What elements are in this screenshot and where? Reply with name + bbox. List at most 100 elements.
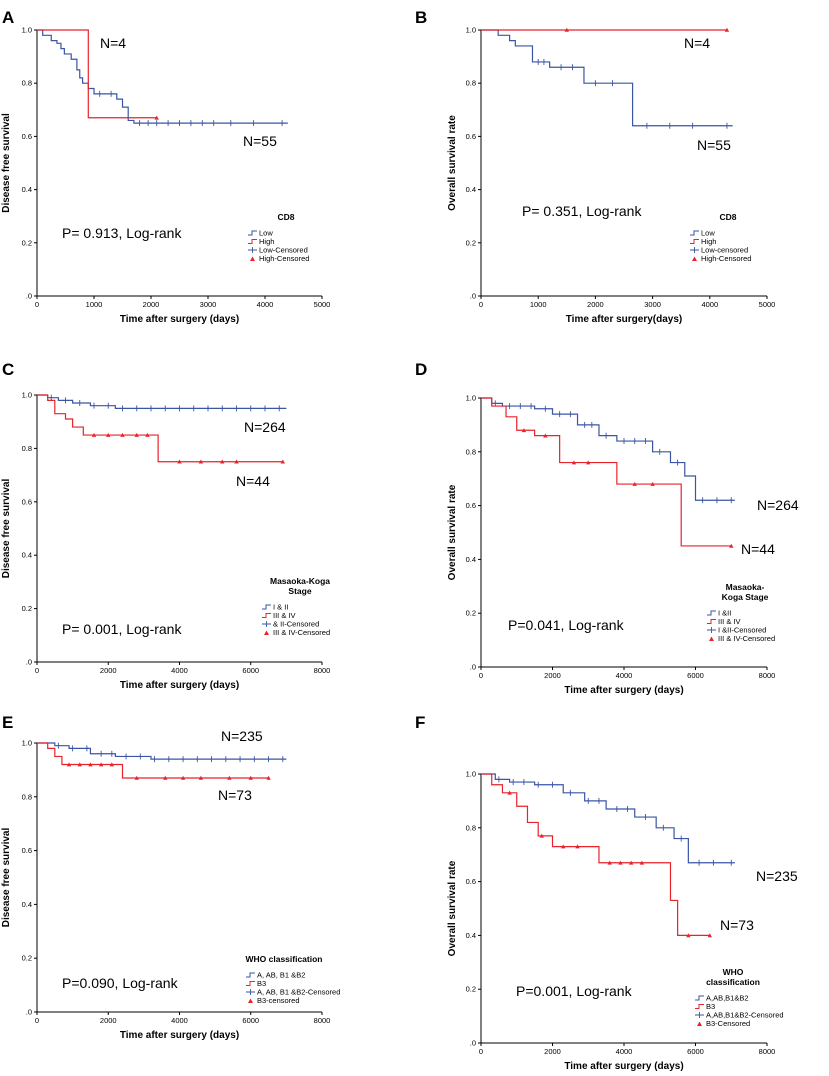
y-tick-label: 0.6	[466, 501, 476, 510]
y-tick-label: .0	[26, 292, 32, 301]
high-censor-marker	[109, 762, 115, 767]
y-tick-label: 0.2	[22, 954, 32, 963]
x-tick-label: 5000	[759, 300, 776, 309]
x-axis-label: Time after surgery(days)	[566, 314, 683, 325]
panel-label: D	[415, 360, 427, 379]
high-group-survival-curve	[37, 29, 157, 119]
legend-entry-label: III & IV-Censored	[718, 634, 775, 643]
y-tick-label: .0	[470, 292, 476, 301]
x-tick-label: 4000	[616, 671, 633, 680]
y-tick-label: 0.2	[22, 604, 32, 613]
y-tick-label: 0.4	[466, 185, 476, 194]
y-tick-label: 1.0	[22, 739, 32, 748]
panel-f: F .0 0.2 0.4 0.6 0.8 1.0 0 2000 4000 6000 8000 Time …	[415, 713, 798, 1072]
y-tick-label: 0.8	[22, 792, 32, 801]
x-tick-label: 0	[35, 300, 39, 309]
high-censor-marker	[163, 775, 168, 780]
legend-entry-label: High	[259, 237, 274, 246]
low-group-survival-curve	[37, 394, 287, 409]
panel-e: E .0 0.2 0.4 0.6 0.8 1.0 0 2000 4000 6000 8000 Time …	[1, 713, 340, 1041]
high-censor-marker	[134, 432, 139, 437]
legend-title: Masaoka-Koga	[270, 576, 330, 586]
high-censor-marker	[134, 775, 139, 780]
legend-entry-label: & II-Censored	[273, 620, 319, 629]
high-censor-marker	[729, 543, 734, 548]
p-value-label: P=0.041, Log-rank	[508, 617, 625, 633]
legend-line-icon	[262, 613, 271, 618]
x-axis-label: Time after surgery (days)	[120, 314, 239, 325]
high-censor-marker	[607, 860, 612, 865]
legend-entry-label: A,AB,B1&B2-Censored	[706, 1011, 784, 1020]
legend-title: Stage	[288, 586, 311, 596]
y-tick-label: .0	[470, 663, 476, 672]
legend-censor-plus-icon	[246, 989, 255, 995]
legend-line-icon	[690, 239, 699, 244]
y-axis-label: Overall survival rate	[447, 115, 458, 211]
legend-censor-triangle-icon	[248, 998, 253, 1003]
x-tick-label: 4000	[701, 300, 718, 309]
x-tick-label: 2000	[587, 300, 604, 309]
x-tick-label: 3000	[200, 300, 217, 309]
y-tick-label: 0.8	[22, 444, 32, 453]
high-censor-marker	[707, 933, 712, 938]
y-tick-label: .0	[470, 1039, 476, 1048]
legend-title: Masaoka-	[726, 582, 765, 592]
low-group-survival-curve	[481, 397, 735, 501]
y-tick-label: 0.4	[22, 551, 32, 560]
p-value-label: P= 0.351, Log-rank	[522, 203, 642, 219]
high-censor-marker	[632, 481, 637, 486]
y-tick-label: 0.6	[22, 497, 32, 506]
p-value-label: P=0.090, Log-rank	[62, 975, 179, 991]
high-censor-marker	[571, 460, 577, 465]
legend-entry-label: I &II	[718, 609, 731, 618]
x-axis-label: Time after surgery (days)	[564, 1061, 683, 1072]
high-group-survival-curve	[481, 773, 710, 936]
panel-d: D .0 0.2 0.4 0.6 0.8 1.0 0 2000 4000 6000 8000 Time …	[415, 360, 799, 696]
legend-entry-label: B3	[706, 1002, 715, 1011]
x-tick-label: 6000	[242, 666, 259, 675]
legend-entry-label: High-Censored	[701, 254, 751, 263]
high-censor-marker	[198, 459, 204, 464]
p-value-label: P= 0.001, Log-rank	[62, 621, 182, 637]
high-censor-marker	[98, 762, 104, 767]
y-tick-label: 0.2	[466, 609, 476, 618]
y-axis-label: Disease free survival	[1, 479, 12, 579]
x-tick-label: 6000	[242, 1016, 259, 1025]
y-tick-label: .0	[26, 658, 32, 667]
legend-line-icon	[262, 604, 271, 610]
y-tick-label: 1.0	[466, 26, 476, 35]
panel-label: C	[2, 360, 14, 379]
y-axis-label: Disease free survival	[1, 113, 12, 213]
y-tick-label: 1.0	[22, 391, 32, 400]
legend-title: Koga Stage	[722, 592, 769, 602]
y-tick-label: 1.0	[22, 26, 32, 35]
high-censor-marker	[220, 459, 225, 464]
legend-censor-plus-icon	[262, 621, 271, 627]
y-tick-label: 0.6	[466, 877, 476, 886]
y-tick-label: 0.6	[22, 132, 32, 141]
high-censor-marker	[106, 432, 111, 437]
y-tick-label: 0.4	[22, 900, 32, 909]
x-tick-label: 6000	[687, 671, 704, 680]
legend-censor-plus-icon	[248, 247, 257, 253]
high-censor-marker	[266, 775, 271, 780]
high-censor-marker	[650, 481, 655, 486]
legend-entry-label: B3	[257, 979, 266, 988]
legend-censor-plus-icon	[690, 247, 699, 253]
y-tick-label: 0.8	[466, 447, 476, 456]
group-n-label: N=264	[757, 497, 799, 513]
p-value-label: P= 0.913, Log-rank	[62, 225, 182, 241]
group-n-label: N=4	[100, 35, 126, 51]
legend-title: CD8	[719, 212, 736, 222]
group-n-label: N=55	[243, 133, 277, 149]
y-tick-label: 0.4	[466, 555, 476, 564]
x-tick-label: 2000	[143, 300, 160, 309]
y-tick-label: 1.0	[466, 770, 476, 779]
high-group-survival-curve	[37, 394, 283, 463]
low-group-survival-curve	[481, 29, 733, 127]
y-axis-label: Overall survival rate	[447, 484, 458, 580]
legend-title: WHO classification	[246, 954, 323, 964]
